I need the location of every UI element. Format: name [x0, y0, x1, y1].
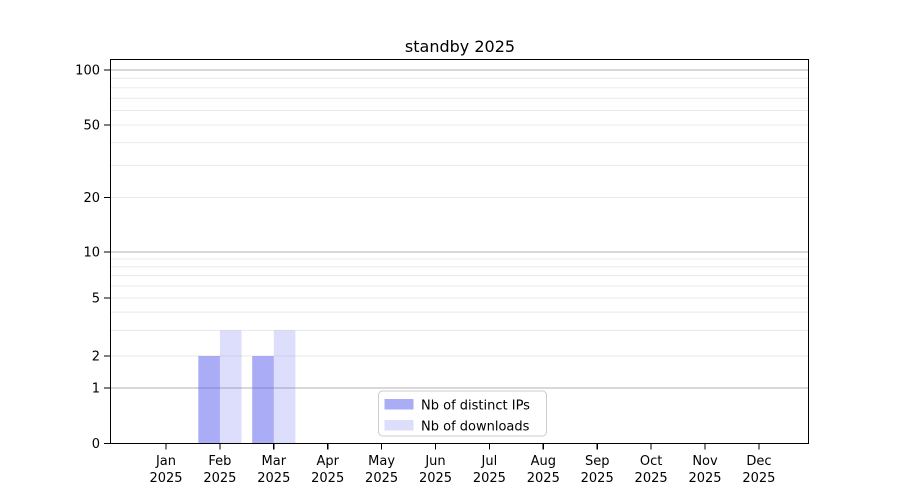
legend-swatch-distinct-ips-icon	[384, 399, 414, 410]
x-tick-label-year: 2025	[149, 471, 182, 486]
y-tick-label: 20	[83, 191, 100, 206]
legend-swatch-downloads-icon	[384, 420, 414, 431]
x-tick-label-month: Nov	[692, 454, 718, 469]
bar-nb-of-downloads-feb	[219, 330, 242, 444]
legend-label-downloads: Nb of downloads	[421, 420, 530, 435]
chart-title: standby 2025	[405, 37, 515, 56]
x-tick-label-year: 2025	[365, 471, 398, 486]
legend-box	[378, 390, 547, 437]
y-tick-label: 100	[75, 64, 100, 79]
x-tick-label-month: Oct	[640, 454, 662, 469]
x-tick-label-year: 2025	[635, 471, 668, 486]
x-tick-label-month: May	[368, 454, 395, 469]
y-tick-label: 5	[92, 292, 100, 307]
x-tick-label-year: 2025	[311, 471, 344, 486]
x-tick-label-year: 2025	[473, 471, 506, 486]
x-tick-label-month: Apr	[316, 454, 339, 469]
x-tick-label-month: Mar	[262, 454, 287, 469]
x-tick-label-month: Jun	[424, 454, 445, 469]
y-axis: 0 1 2 5 10 20 50 100	[75, 64, 111, 452]
x-tick-label-year: 2025	[581, 471, 614, 486]
x-tick-label-month: Sep	[585, 454, 610, 469]
x-tick-label-month: Aug	[531, 454, 556, 469]
legend: Nb of distinct IPs Nb of downloads	[378, 390, 547, 437]
bar-nb-of-distinct-ips-mar	[252, 356, 274, 444]
bar-nb-of-downloads-mar	[273, 330, 296, 444]
x-tick-label-month: Jul	[481, 454, 498, 469]
x-tick-label-year: 2025	[688, 471, 721, 486]
x-axis: Jan 2025 Feb 2025 Mar 2025 Apr 2025 May 2025 Jun 20…	[149, 443, 775, 486]
x-tick-label-year: 2025	[203, 471, 236, 486]
major-gridlines	[111, 69, 808, 389]
x-tick-label-year: 2025	[527, 471, 560, 486]
y-tick-label: 2	[92, 350, 100, 365]
x-tick-label-year: 2025	[419, 471, 452, 486]
y-tick-label: 10	[83, 246, 100, 261]
y-tick-label: 50	[83, 119, 100, 134]
bar-nb-of-distinct-ips-feb	[198, 356, 220, 444]
bars	[198, 330, 296, 444]
x-tick-label-year: 2025	[257, 471, 290, 486]
y-tick-label: 0	[92, 437, 100, 452]
x-tick-label-month: Feb	[208, 454, 231, 469]
minor-gridlines	[111, 77, 808, 357]
x-tick-label-year: 2025	[742, 471, 775, 486]
legend-label-distinct-ips: Nb of distinct IPs	[421, 399, 530, 414]
x-tick-label-month: Dec	[746, 454, 771, 469]
y-tick-label: 1	[92, 382, 100, 397]
x-tick-label-month: Jan	[155, 454, 176, 469]
